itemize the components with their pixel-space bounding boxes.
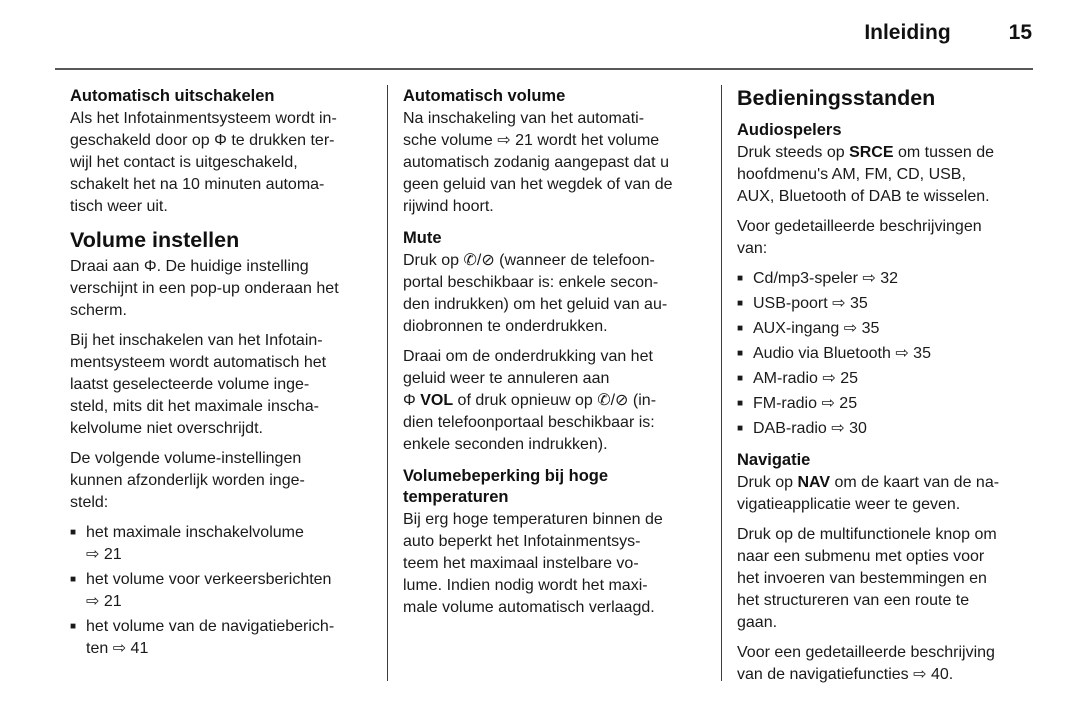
list-item-text: het volume voor verkeersberichten ⇨ 21 <box>86 571 332 610</box>
square-bullet-icon: ■ <box>737 323 744 334</box>
bullet-list: ■ het maximale inschakelvolume ⇨ 21 ■ he… <box>70 522 382 660</box>
chapter-title: Inleiding <box>864 21 951 44</box>
list-item-text: het volume van de navigatieberich- ten ⇨… <box>86 618 335 657</box>
list-item: ■ AM-radio ⇨ 25 <box>737 368 1049 390</box>
square-bullet-icon: ■ <box>737 373 744 384</box>
page-header: Inleiding 15 <box>864 21 1032 45</box>
subsection-title: Automatisch volume <box>403 87 566 105</box>
list-item: ■ Cd/mp3-speler ⇨ 32 <box>737 268 1049 290</box>
list-item-text: Audio via Bluetooth ⇨ 35 <box>753 345 931 362</box>
list-item: ■ DAB-radio ⇨ 30 <box>737 418 1049 440</box>
square-bullet-icon: ■ <box>70 574 77 585</box>
square-bullet-icon: ■ <box>737 273 744 284</box>
subsection-title: Audiospelers <box>737 121 842 139</box>
button-label-nav: NAV <box>797 474 831 491</box>
paragraph: De volgende volume-instellingen kunnen a… <box>70 450 305 511</box>
paragraph-text: om tussen de hoofdmenu's AM, FM, CD, USB… <box>737 144 995 205</box>
list-item: ■ het volume voor verkeersberichten ⇨ 21 <box>70 569 382 613</box>
bullet-list: ■ Cd/mp3-speler ⇨ 32 ■ USB-poort ⇨ 35 ■ … <box>737 268 1049 440</box>
list-item-text: AUX-ingang ⇨ 35 <box>753 320 880 337</box>
paragraph: Druk op ✆/⊘ (wanneer de telefoon- portal… <box>403 252 668 335</box>
square-bullet-icon: ■ <box>70 621 77 632</box>
list-item: ■ FM-radio ⇨ 25 <box>737 393 1049 415</box>
list-item-text: AM-radio ⇨ 25 <box>753 370 858 387</box>
column-divider <box>387 85 388 681</box>
subsection-title: Automatisch uitschakelen <box>70 87 275 105</box>
list-item-text: USB-poort ⇨ 35 <box>753 295 868 312</box>
square-bullet-icon: ■ <box>70 527 77 538</box>
column-divider <box>721 85 722 681</box>
paragraph-text: Draai om de onderdrukking van het geluid… <box>403 348 653 409</box>
paragraph: Druk op de multifunctionele knop om naar… <box>737 526 997 631</box>
paragraph-text: Druk op <box>737 474 798 491</box>
column-middle: Automatisch volume Na inschakeling van h… <box>403 86 715 627</box>
paragraph: Draai aan Φ. De huidige instelling versc… <box>70 258 339 319</box>
square-bullet-icon: ■ <box>737 298 744 309</box>
paragraph: Voor een gedetailleerde beschrijving van… <box>737 644 995 683</box>
square-bullet-icon: ■ <box>737 398 744 409</box>
paragraph-text: om de kaart van de na- vigatieapplicatie… <box>737 474 1000 513</box>
subsection-title: Volumebeperking bij hoge temperaturen <box>403 467 609 506</box>
paragraph: Draai om de onderdrukking van het geluid… <box>403 346 715 456</box>
column-right: Bedieningsstanden Audiospelers Druk stee… <box>737 86 1049 694</box>
page-number: 15 <box>1008 21 1032 44</box>
paragraph: Druk op NAV om de kaart van de na- vigat… <box>737 472 1049 516</box>
button-label-vol: VOL <box>420 392 454 409</box>
paragraph-text: Druk steeds op <box>737 144 850 161</box>
paragraph: Als het Infotainmentsysteem wordt in- ge… <box>70 110 337 215</box>
section-title: Volume instellen <box>70 228 240 252</box>
list-item: ■ het volume van de navigatieberich- ten… <box>70 616 382 660</box>
list-item: ■ AUX-ingang ⇨ 35 <box>737 318 1049 340</box>
subsection-title: Mute <box>403 229 442 247</box>
paragraph: Bij het inschakelen van het Infotain- me… <box>70 332 327 437</box>
list-item: ■ Audio via Bluetooth ⇨ 35 <box>737 343 1049 365</box>
header-rule <box>55 68 1033 70</box>
square-bullet-icon: ■ <box>737 423 744 434</box>
subsection-title: Navigatie <box>737 451 811 469</box>
button-label-srce: SRCE <box>849 144 894 161</box>
list-item: ■ USB-poort ⇨ 35 <box>737 293 1049 315</box>
column-left: Automatisch uitschakelen Als het Infotai… <box>70 86 382 668</box>
paragraph: Bij erg hoge temperaturen binnen de auto… <box>403 511 663 616</box>
paragraph: Druk steeds op SRCE om tussen de hoofdme… <box>737 142 1049 208</box>
section-title: Bedieningsstanden <box>737 86 936 110</box>
paragraph: Voor gedetailleerde beschrijvingen van: <box>737 218 982 257</box>
list-item: ■ het maximale inschakelvolume ⇨ 21 <box>70 522 382 566</box>
list-item-text: FM-radio ⇨ 25 <box>753 395 858 412</box>
list-item-text: DAB-radio ⇨ 30 <box>753 420 867 437</box>
list-item-text: het maximale inschakelvolume ⇨ 21 <box>86 524 304 563</box>
list-item-text: Cd/mp3-speler ⇨ 32 <box>753 270 899 287</box>
square-bullet-icon: ■ <box>737 348 744 359</box>
paragraph-text: of druk opnieuw op ✆/⊘ (in- dien telefoo… <box>403 392 657 453</box>
paragraph: Na inschakeling van het automati- sche v… <box>403 110 673 215</box>
